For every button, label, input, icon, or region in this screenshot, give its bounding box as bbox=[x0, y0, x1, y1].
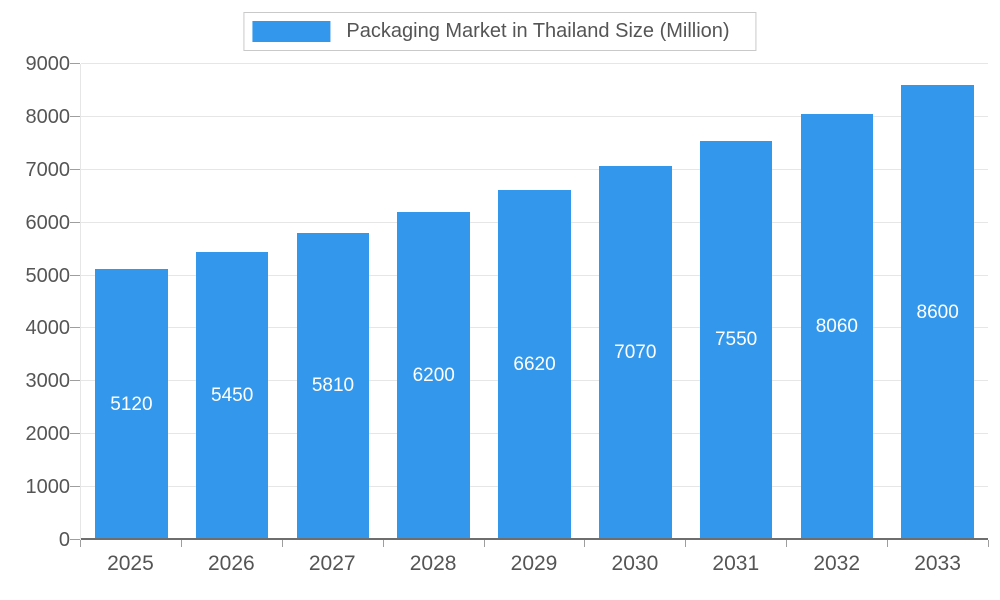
bar-value-label: 7550 bbox=[714, 329, 758, 351]
y-tick-mark bbox=[70, 63, 80, 64]
bar-2027: 5810 bbox=[296, 232, 370, 540]
chart-legend: Packaging Market in Thailand Size (Milli… bbox=[243, 12, 757, 51]
x-axis-tick-label: 2025 bbox=[107, 552, 154, 575]
y-axis-tick-label: 4000 bbox=[25, 317, 71, 340]
y-tick-mark bbox=[70, 486, 80, 488]
x-axis-tick-label: 2030 bbox=[611, 552, 659, 575]
y-tick-mark bbox=[70, 433, 80, 435]
y-axis-tick-label: 8000 bbox=[25, 105, 71, 128]
bar-value-label: 7070 bbox=[614, 342, 657, 364]
bar-slot: 6620 bbox=[484, 64, 585, 540]
bar-slot: 7550 bbox=[686, 64, 787, 540]
bar-2026: 5450 bbox=[195, 251, 269, 540]
x-axis-labels: 2025 2026 2027 2028 2029 2030 2031 2032 2033 bbox=[80, 552, 988, 576]
y-axis-tick-label: 6000 bbox=[25, 211, 71, 234]
x-tick-mark bbox=[80, 540, 81, 547]
bar-value-label: 5450 bbox=[211, 384, 254, 406]
y-tick-mark bbox=[70, 221, 80, 223]
x-axis-tick-label: 2028 bbox=[409, 552, 457, 575]
plot-area: 5120 5450 5810 6200 6620 7070 7550 8060 8600 bbox=[80, 63, 988, 540]
x-tick-mark bbox=[786, 540, 788, 547]
x-axis-ticks bbox=[80, 540, 989, 547]
y-tick-mark bbox=[70, 539, 80, 540]
bar-slot: 5450 bbox=[182, 64, 283, 540]
y-axis-tick-label: 1000 bbox=[25, 476, 71, 499]
bar-slot: 6200 bbox=[383, 64, 484, 540]
y-axis-tick-label: 9000 bbox=[25, 53, 71, 75]
bar-slot: 8060 bbox=[786, 64, 887, 540]
x-axis-tick-label: 2031 bbox=[712, 552, 760, 575]
y-tick-mark bbox=[70, 327, 80, 329]
gridline bbox=[81, 115, 988, 117]
y-axis-tick-label: 3000 bbox=[25, 370, 71, 393]
x-axis-tick-label: 2032 bbox=[813, 552, 861, 575]
x-tick-mark bbox=[887, 540, 889, 547]
bar-value-label: 8060 bbox=[815, 315, 858, 337]
bar-value-label: 5810 bbox=[311, 375, 355, 397]
x-tick-mark bbox=[281, 540, 283, 547]
bar-2025: 5120 bbox=[95, 269, 168, 540]
y-axis-tick-label: 2000 bbox=[25, 423, 71, 446]
bar-value-label: 6620 bbox=[513, 353, 556, 375]
bar-2029: 6620 bbox=[498, 189, 571, 540]
bar-value-label: 6200 bbox=[412, 365, 455, 387]
bar-slot: 7070 bbox=[585, 64, 686, 540]
x-tick-mark bbox=[483, 540, 485, 547]
x-axis-tick-label: 2026 bbox=[207, 552, 255, 575]
y-tick-mark bbox=[70, 380, 80, 382]
bar-2032: 8060 bbox=[800, 113, 874, 540]
x-axis-tick-label: 2033 bbox=[914, 552, 961, 575]
y-axis-tick-label: 0 bbox=[58, 529, 70, 551]
legend-swatch bbox=[252, 21, 331, 42]
bar-2030: 7070 bbox=[599, 166, 672, 540]
y-axis-labels: 0 1000 2000 3000 4000 5000 6000 7000 8000 9000 bbox=[0, 54, 71, 550]
x-tick-mark bbox=[685, 540, 687, 547]
legend-label: Packaging Market in Thailand Size (Milli… bbox=[346, 20, 730, 42]
bar-slot: 5810 bbox=[283, 64, 384, 540]
gridline bbox=[81, 63, 988, 64]
bars-group: 5120 5450 5810 6200 6620 7070 7550 8060 8600 bbox=[81, 64, 988, 540]
x-axis-tick-label: 2027 bbox=[308, 552, 356, 575]
x-tick-mark bbox=[382, 540, 384, 547]
bar-value-label: 5120 bbox=[110, 393, 153, 415]
y-tick-mark bbox=[70, 115, 80, 117]
x-tick-mark bbox=[988, 540, 989, 547]
y-axis-ticks bbox=[70, 63, 80, 540]
y-tick-mark bbox=[70, 168, 80, 170]
y-tick-mark bbox=[70, 274, 80, 276]
bar-2028: 6200 bbox=[397, 212, 471, 540]
x-tick-mark bbox=[584, 540, 586, 547]
bar-value-label: 8600 bbox=[916, 301, 959, 323]
bar-slot: 5120 bbox=[81, 64, 182, 540]
gridline bbox=[81, 168, 988, 170]
x-axis-tick-label: 2029 bbox=[510, 552, 558, 575]
bar-slot: 8600 bbox=[887, 64, 988, 540]
bar-2031: 7550 bbox=[699, 140, 773, 540]
x-tick-mark bbox=[180, 540, 182, 547]
bar-2033: 8600 bbox=[901, 85, 974, 540]
y-axis-tick-label: 7000 bbox=[25, 158, 71, 181]
x-axis-line bbox=[81, 538, 988, 540]
y-axis-tick-label: 5000 bbox=[25, 264, 71, 287]
